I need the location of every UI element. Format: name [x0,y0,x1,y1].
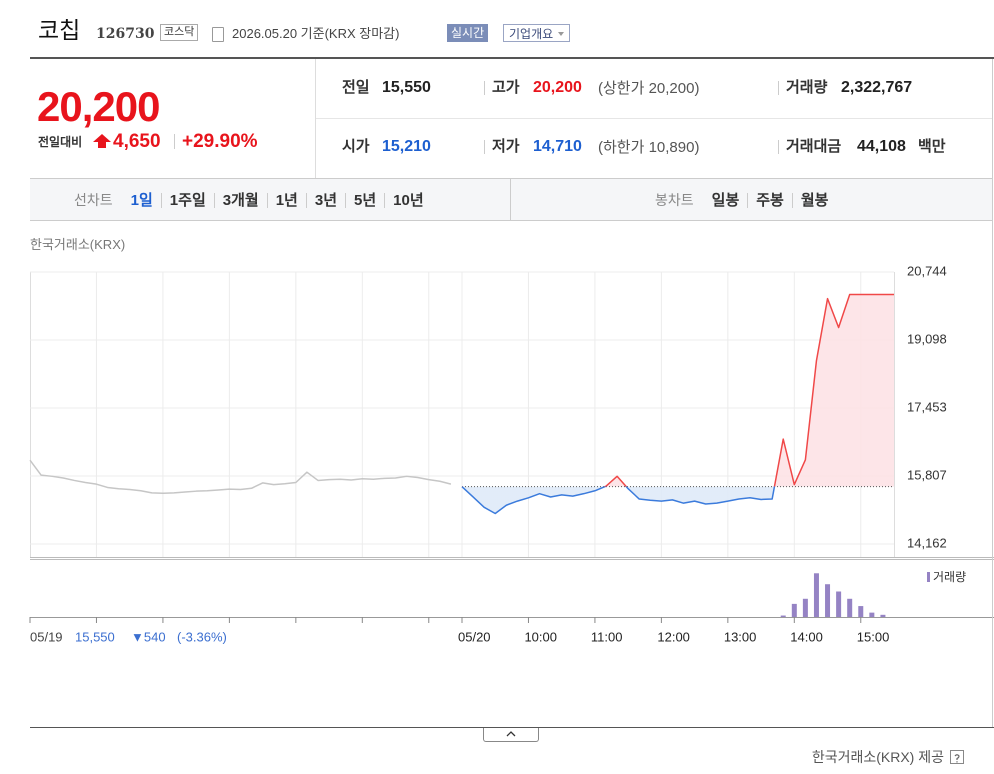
tab-bar [30,178,992,221]
tab[interactable]: 1주일 [160,192,214,208]
item-note: (하한가 10,890) [598,139,700,156]
x-tick-label: 05/19 [30,629,63,644]
change-label: 전일대비 [38,135,83,149]
tab[interactable]: 주봉 [747,192,792,208]
item-value: 14,710 [533,138,582,155]
price-panel [30,59,315,178]
item-label: 시가 [342,138,370,155]
company-label: 기업개요 [509,26,554,41]
item-value: 20,200 [533,79,582,96]
tab[interactable]: 3년 [305,192,345,208]
stock-code: 126730 [96,26,155,42]
volume-bar [813,573,819,617]
separator [174,134,175,149]
stock-name: 코칩 [38,17,81,43]
tab[interactable]: 3개월 [213,192,267,208]
price-line [29,459,452,495]
volume-bar [802,598,808,617]
current-price: 20,200 [37,83,160,130]
line-tabs: 선차트 1일 1주일 3개월 1년 3년 5년 10년 [74,191,432,209]
right-rule [992,59,993,727]
item-unit: 백만 [918,138,946,155]
x-tick-label: 10:00 [524,629,557,644]
date: 2026.05.20 기준(KRX 장마감) [232,26,400,41]
dropdown-caret [558,32,565,36]
change: 4,650 [113,131,161,152]
doc-icon [212,27,224,42]
tab[interactable]: 일봉 [711,191,740,209]
y-tick-label: 20,744 [907,263,947,278]
volume-bar [836,591,842,617]
volume-bar [880,614,886,617]
item-value: 2,322,767 [841,79,913,96]
y-tick-label: 17,453 [907,399,947,414]
item-value: 15,550 [382,79,431,96]
tab[interactable]: 1년 [266,192,306,208]
divider [316,118,992,119]
x-tick-label: 11:00 [591,629,623,644]
help-glyph [954,754,960,763]
area-fill [462,294,894,514]
volume-bar [847,598,853,617]
separator [484,81,485,95]
company-button[interactable]: 기업개요 [503,24,571,42]
item-label: 거래량 [786,79,828,96]
change-rate: +29.90% [182,131,258,152]
item-label: 거래대금 [786,138,842,155]
divider [510,179,511,220]
prev-change: ▼540 [131,629,166,644]
collapse-button[interactable] [483,728,539,742]
x-tick-label: 14:00 [790,629,823,644]
separator [484,140,485,154]
x-tick-label: 05/20 [458,629,491,644]
divider [315,59,316,179]
prev-rate: (-3.36%) [177,629,227,644]
caret-icon [506,731,516,737]
legend-swatch [927,572,930,582]
up-arrow [93,134,111,148]
footer: 한국거래소(KRX) 제공 [811,749,944,765]
tab[interactable]: 5년 [345,192,384,208]
separator [778,140,779,154]
tab-group-label: 봉차트 [655,192,694,208]
y-tick-label: 14,162 [907,535,947,550]
x-tick-label: 15:00 [857,629,890,644]
tab[interactable]: 월봉 [791,192,837,208]
y-tick-label: 15,807 [907,467,947,482]
source-label: 한국거래소(KRX) [30,237,126,252]
volume-bar [869,612,875,617]
bottom-rule [30,727,994,728]
price-line [461,293,894,515]
item-value: 15,210 [382,138,431,155]
realtime-badge[interactable]: 실시간 [447,24,489,42]
item-label: 저가 [492,138,520,155]
volume-bar [791,603,797,617]
market-badge: 코스닥 [160,24,199,41]
candle-tabs: 봉차트 일봉 주봉 월봉 [655,191,836,209]
x-tick-label: 13:00 [724,629,757,644]
volume-bar [780,615,786,617]
separator [778,81,779,95]
tab[interactable]: 10년 [384,192,432,208]
x-tick-label: 12:00 [657,629,690,644]
item-value: 44,108 [857,138,906,155]
prev-close: 15,550 [75,629,115,644]
volume-bar [825,584,831,617]
item-note: (상한가 20,200) [598,80,700,97]
item-label: 전일 [342,79,370,96]
tab[interactable]: 1일 [130,191,153,209]
y-tick-label: 19,098 [907,331,947,346]
volume-bar [858,606,864,617]
item-label: 고가 [492,79,520,96]
top-rule [30,57,994,59]
help-icon[interactable] [950,750,964,764]
tab-group-label: 선차트 [74,192,113,208]
legend-label: 거래량 [933,570,966,584]
